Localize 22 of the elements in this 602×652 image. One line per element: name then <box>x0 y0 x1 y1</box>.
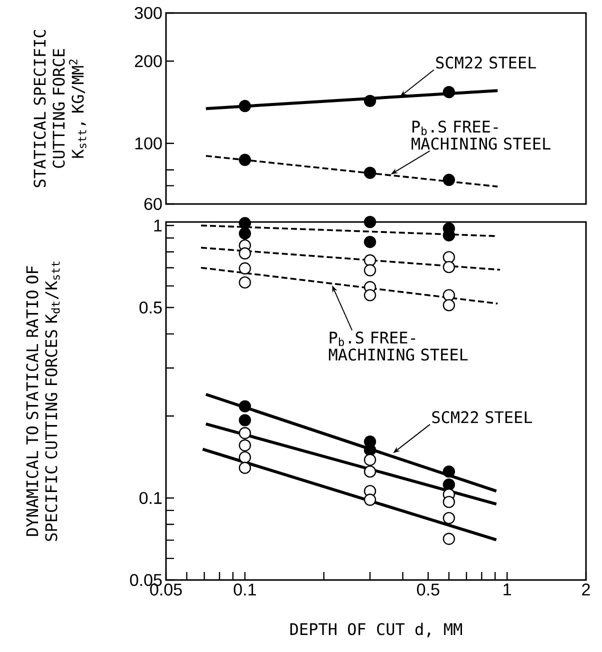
y-tick-label: 0.1 <box>139 492 162 504</box>
y-tick-label: 60 <box>144 198 162 210</box>
annotation: SCM22 STEEL <box>432 411 532 424</box>
x-axis-title: DEPTH OF CUT d, MM <box>290 622 462 638</box>
y-axis-title: DYNAMICAL TO STATICAL RATIO OF SPECIFIC CUTTING FORCES K$_{dt}$/K$_{stt}$ <box>26 262 60 541</box>
y-tick-label: 300 <box>134 6 162 20</box>
annotation: P$_{b}$.S FREE-MACHINING STEEL <box>412 120 550 150</box>
y-tick-label: 0.5 <box>139 302 162 314</box>
x-tick-label: 0.5 <box>417 584 440 596</box>
point <box>442 86 456 98</box>
point <box>238 100 252 112</box>
x-tick-label: 0.1 <box>234 584 256 596</box>
y-tick-label: 1 <box>154 220 162 232</box>
y-tick-label: 100 <box>135 137 162 150</box>
x-tick-label: 1 <box>504 584 511 596</box>
point <box>238 154 252 166</box>
y-tick-label: 0.05 <box>130 574 162 586</box>
point <box>442 174 456 186</box>
x-tick-label: 2 <box>582 584 590 596</box>
y-tick-label: 200 <box>134 55 162 68</box>
annotation: P$_{b}$.S FREE-MACHINING STEEL <box>328 332 468 361</box>
annotation: SCM22 STEEL <box>436 56 536 69</box>
